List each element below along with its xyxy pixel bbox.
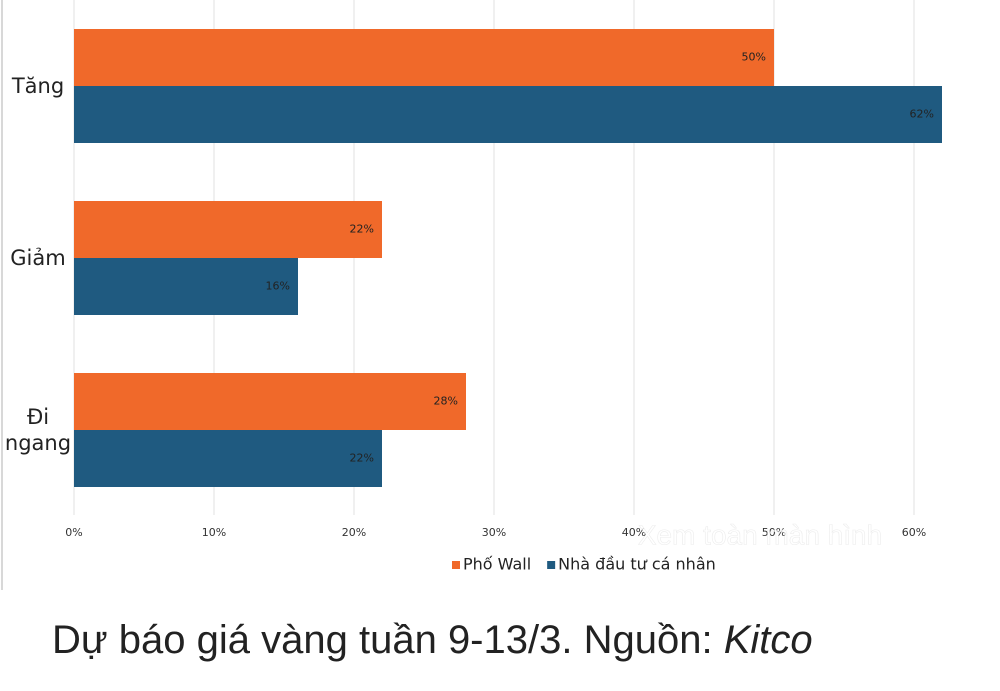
bar — [74, 430, 382, 487]
legend-swatch — [452, 561, 460, 569]
data-label: 22% — [350, 223, 374, 236]
bar — [74, 86, 942, 143]
bar — [74, 258, 298, 315]
chart: 0% 10% 20% 30% 40% 50% 60% 50% 62% 22% 16% 28% 22% Xe… — [1, 0, 942, 590]
x-tick-label: 30% — [482, 526, 506, 539]
x-tick-label: 40% — [622, 526, 646, 539]
x-tick-label: 10% — [202, 526, 226, 539]
bar — [74, 201, 382, 258]
data-label: 16% — [266, 280, 290, 293]
caption-source: Kitco — [723, 618, 813, 662]
bar — [74, 29, 774, 86]
bar — [74, 373, 466, 430]
data-label: 62% — [910, 108, 934, 121]
x-tick-label: 20% — [342, 526, 366, 539]
y-tick-label: Tăng — [11, 74, 65, 98]
caption: Dự báo giá vàng tuần 9-13/3. Nguồn: Kitc… — [52, 618, 813, 663]
x-tick-label: 50% — [762, 526, 786, 539]
legend-swatch — [547, 561, 556, 569]
data-label: 28% — [434, 395, 458, 408]
caption-text: Dự báo giá vàng tuần 9-13/3. Nguồn: — [52, 618, 724, 662]
y-tick-label: Giảm — [10, 246, 66, 270]
x-tick-label: 0% — [65, 526, 82, 539]
data-label: 50% — [742, 51, 766, 64]
y-tick-label: Đi ngang — [4, 405, 72, 455]
watermark: Xem toàn màn hình — [638, 519, 882, 550]
legend-label: Nhà đầu tư cá nhân — [558, 555, 716, 574]
x-tick-label: 60% — [902, 526, 926, 539]
data-label: 22% — [350, 452, 374, 465]
legend-label: Phố Wall — [463, 555, 531, 574]
